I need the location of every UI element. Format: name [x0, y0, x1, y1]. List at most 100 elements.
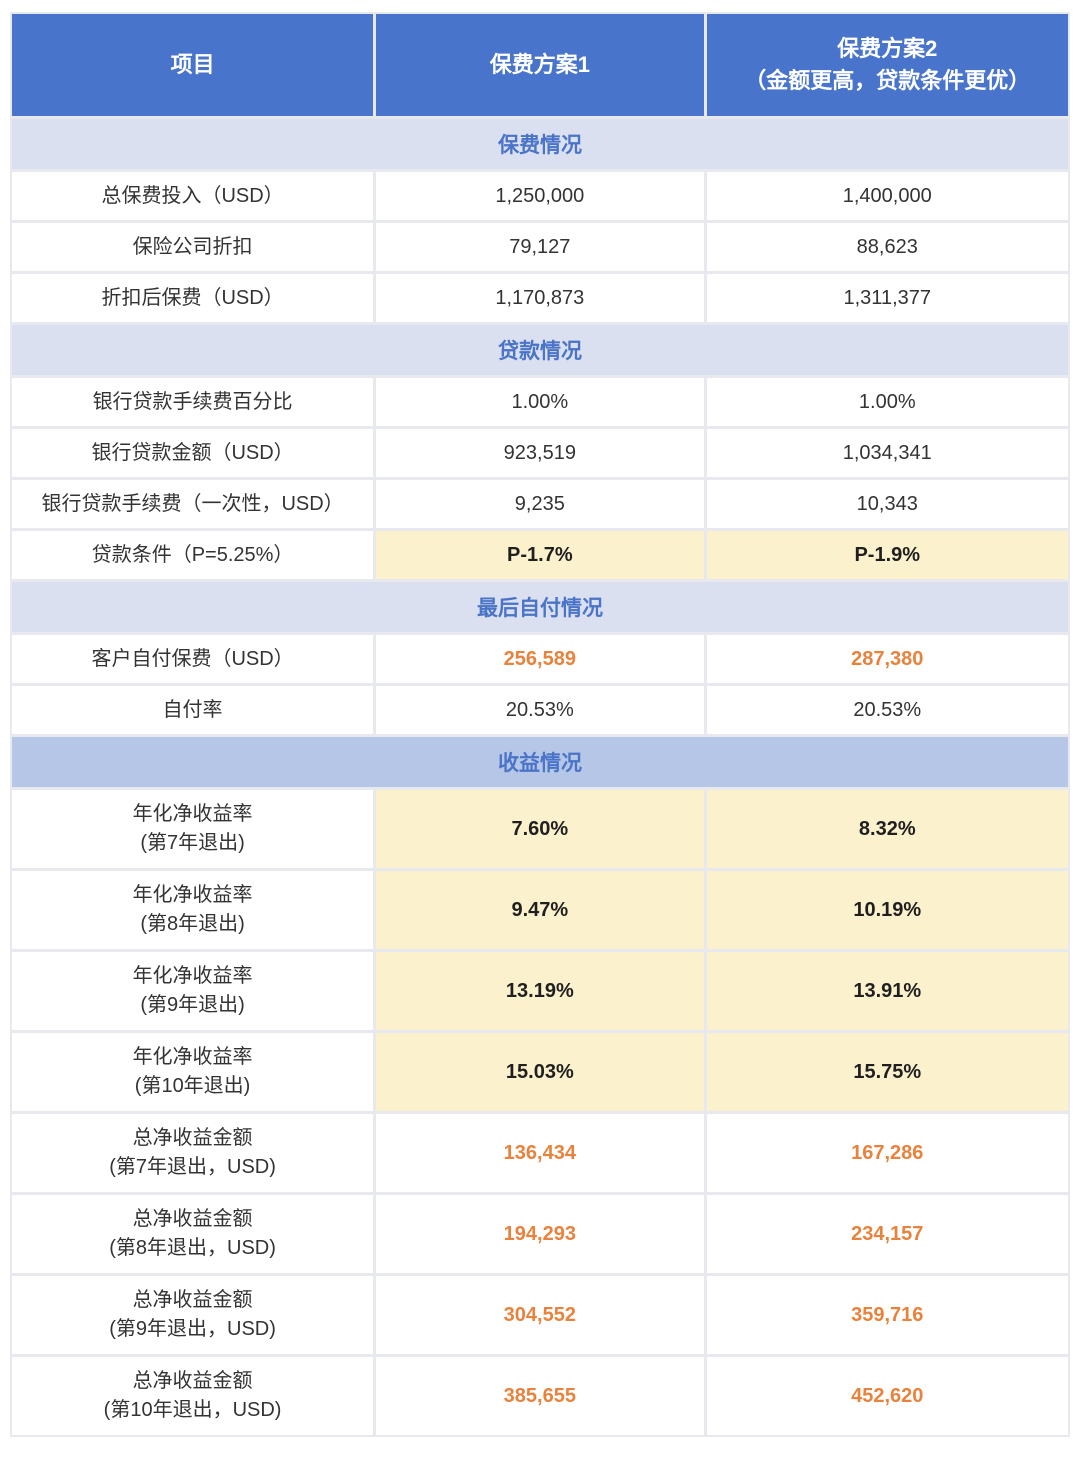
value-cell-plan1: 20.53%: [376, 686, 704, 734]
row-label: 银行贷款手续费（一次性，USD）: [41, 492, 344, 515]
row-label: 银行贷款金额（USD）: [91, 441, 294, 464]
value-cell-plan2: 234,157: [706, 1195, 1068, 1273]
value-text: 79,127: [509, 235, 571, 258]
value-cell-plan2: 10,343: [706, 480, 1068, 528]
row-label: 总保费投入（USD）: [101, 184, 284, 207]
value-cell-plan2: P-1.9%: [706, 531, 1068, 579]
table-row: 银行贷款手续费（一次性，USD） 9,235 10,343: [12, 480, 1068, 528]
table-header-row: 项目 保费方案1 保费方案2 （金额更高，贷款条件更优）: [12, 14, 1068, 116]
row-label-cell: 总净收益金额 (第7年退出，USD): [12, 1114, 374, 1192]
section-band-row: 最后自付情况: [12, 582, 1068, 632]
value-text: 1,400,000: [842, 184, 932, 207]
row-label-cell: 银行贷款金额（USD）: [12, 429, 374, 477]
value-text: 194,293: [503, 1222, 576, 1245]
table-row: 贷款条件（P=5.25%） P-1.7% P-1.9%: [12, 531, 1068, 579]
value-text: 304,552: [503, 1303, 576, 1326]
row-label-cell: 年化净收益率 (第8年退出): [12, 871, 374, 949]
value-cell-plan2: 15.75%: [706, 1033, 1068, 1111]
table-row: 总净收益金额 (第9年退出，USD) 304,552 359,716: [12, 1276, 1068, 1354]
header-plan2-title: 保费方案2: [837, 36, 938, 62]
value-cell-plan1: 194,293: [376, 1195, 704, 1273]
value-cell-plan2: 287,380: [706, 635, 1068, 683]
value-text: 287,380: [851, 647, 924, 670]
row-label: 总净收益金额: [132, 1370, 253, 1392]
header-cell-item: 项目: [12, 14, 374, 116]
header-item-label: 项目: [170, 52, 215, 78]
row-label: 总净收益金额: [132, 1208, 253, 1230]
value-cell-plan2: 88,623: [706, 223, 1068, 271]
table-row: 年化净收益率 (第9年退出) 13.19% 13.91%: [12, 952, 1068, 1030]
value-text: 10.19%: [853, 898, 922, 921]
value-text: P-1.7%: [507, 543, 573, 566]
header-plan1-label: 保费方案1: [489, 52, 590, 78]
value-text: 1.00%: [858, 390, 916, 413]
row-label-cell: 自付率: [12, 686, 374, 734]
section-title: 收益情况: [12, 737, 1068, 787]
value-text: 88,623: [856, 235, 918, 258]
value-text: 1,311,377: [843, 286, 932, 309]
row-label: 年化净收益率: [132, 1046, 253, 1068]
value-text: 256,589: [503, 647, 576, 670]
row-label-line2: (第9年退出，USD): [109, 1318, 276, 1340]
value-cell-plan1: 304,552: [376, 1276, 704, 1354]
table-row: 银行贷款手续费百分比 1.00% 1.00%: [12, 378, 1068, 426]
row-label: 自付率: [162, 698, 223, 721]
value-text: 9,235: [514, 492, 565, 515]
value-text: 1,170,873: [495, 286, 585, 309]
value-text: 8.32%: [858, 817, 916, 840]
header-cell-plan2: 保费方案2 （金额更高，贷款条件更优）: [706, 14, 1068, 116]
comparison-table-body: 保费情况总保费投入（USD） 1,250,000 1,400,000 保险公司折扣 79…: [12, 119, 1068, 1435]
value-text: 136,434: [503, 1141, 576, 1164]
value-text: 234,157: [851, 1222, 924, 1245]
row-label-line2: (第8年退出): [140, 913, 245, 935]
value-cell-plan1: 385,655: [376, 1357, 704, 1435]
value-cell-plan1: 1,250,000: [376, 172, 704, 220]
row-label: 保险公司折扣: [132, 235, 253, 258]
header-plan2-subtitle: （金额更高，贷款条件更优）: [744, 68, 1031, 93]
value-cell-plan2: 20.53%: [706, 686, 1068, 734]
value-text: 1,034,341: [842, 441, 932, 464]
row-label-cell: 年化净收益率 (第10年退出): [12, 1033, 374, 1111]
row-label-cell: 客户自付保费（USD）: [12, 635, 374, 683]
row-label-line2: (第7年退出，USD): [109, 1156, 276, 1178]
value-text: 15.03%: [505, 1060, 574, 1083]
value-cell-plan1: 923,519: [376, 429, 704, 477]
row-label: 银行贷款手续费百分比: [92, 390, 293, 413]
row-label-cell: 总保费投入（USD）: [12, 172, 374, 220]
row-label-line2: (第9年退出): [140, 994, 245, 1016]
row-label-cell: 折扣后保费（USD）: [12, 274, 374, 322]
row-label: 贷款条件（P=5.25%）: [91, 543, 294, 566]
value-cell-plan1: P-1.7%: [376, 531, 704, 579]
value-text: 1,250,000: [495, 184, 585, 207]
value-text: 13.19%: [505, 979, 574, 1002]
section-title: 最后自付情况: [12, 582, 1068, 632]
value-cell-plan1: 9.47%: [376, 871, 704, 949]
row-label: 总净收益金额: [132, 1289, 253, 1311]
value-text: 1.00%: [511, 390, 569, 413]
value-text: 452,620: [851, 1384, 924, 1407]
table-row: 折扣后保费（USD） 1,170,873 1,311,377: [12, 274, 1068, 322]
value-text: 923,519: [503, 441, 576, 464]
row-label-cell: 总净收益金额 (第8年退出，USD): [12, 1195, 374, 1273]
table-row: 总保费投入（USD） 1,250,000 1,400,000: [12, 172, 1068, 220]
row-label: 总净收益金额: [132, 1127, 253, 1149]
section-title: 保费情况: [12, 119, 1068, 169]
value-text: 10,343: [856, 492, 918, 515]
value-cell-plan2: 452,620: [706, 1357, 1068, 1435]
value-text: 20.53%: [853, 698, 922, 721]
row-label: 折扣后保费（USD）: [101, 286, 284, 309]
value-text: 167,286: [851, 1141, 924, 1164]
value-text: 385,655: [503, 1384, 576, 1407]
value-cell-plan2: 1.00%: [706, 378, 1068, 426]
value-cell-plan1: 1,170,873: [376, 274, 704, 322]
row-label-cell: 银行贷款手续费百分比: [12, 378, 374, 426]
row-label-line2: (第10年退出，USD): [103, 1399, 282, 1421]
row-label-cell: 年化净收益率 (第7年退出): [12, 790, 374, 868]
table-row: 年化净收益率 (第10年退出) 15.03% 15.75%: [12, 1033, 1068, 1111]
row-label-cell: 总净收益金额 (第9年退出，USD): [12, 1276, 374, 1354]
value-cell-plan1: 256,589: [376, 635, 704, 683]
row-label: 年化净收益率: [132, 965, 253, 987]
value-cell-plan2: 1,400,000: [706, 172, 1068, 220]
section-band-row: 保费情况: [12, 119, 1068, 169]
table-row: 总净收益金额 (第7年退出，USD) 136,434 167,286: [12, 1114, 1068, 1192]
